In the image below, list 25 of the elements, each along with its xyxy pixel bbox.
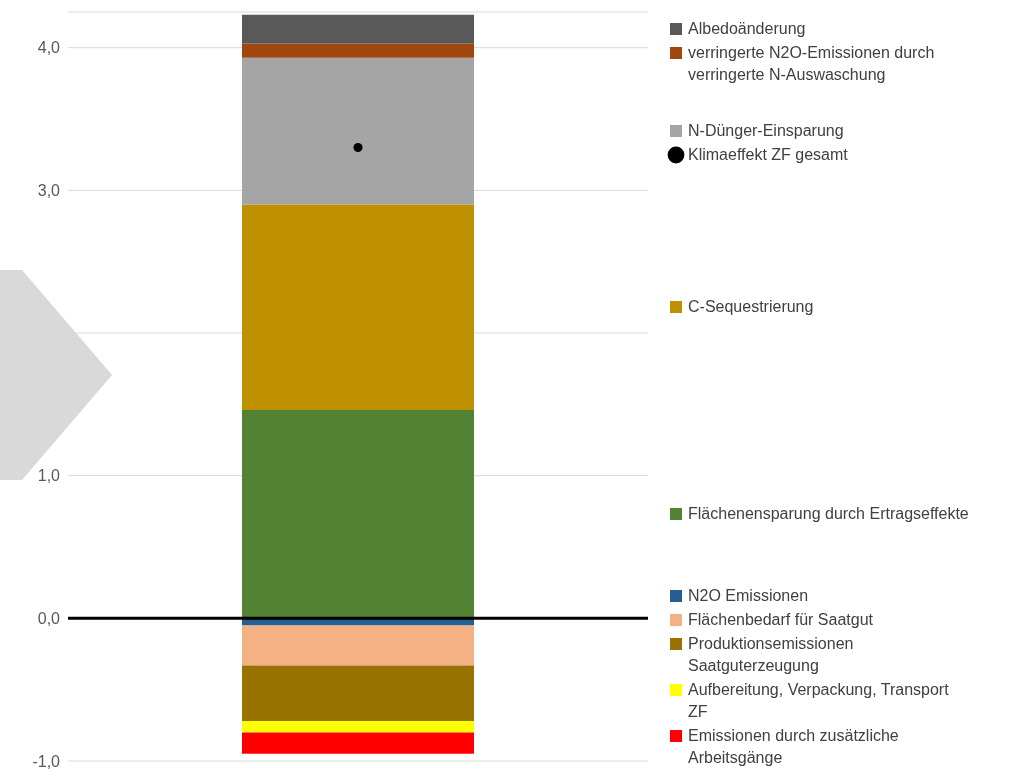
legend-label: verringerte N2O-Emissionen durch verringerte N-Auswaschung [688, 43, 936, 86]
bar [242, 43, 474, 58]
y-tick-label: 3,0 [37, 182, 61, 200]
legend-label: Aufbereitung, Verpackung, Transport ZF [688, 680, 950, 722]
legend-label: N-Dünger-Einsparung [688, 121, 844, 142]
legend-label: Produktionsemissionen Saatguterzeugung [688, 634, 855, 676]
legend-label: C-Sequestrierung [688, 297, 814, 318]
y-tick-label: 4,0 [37, 39, 61, 57]
bar [242, 204, 474, 411]
legend-label: Flächenensparung durch Ertragseffekte [688, 504, 969, 525]
bar [242, 732, 474, 754]
bar [242, 721, 474, 733]
legend-label: Emissionen durch zusätzliche Arbeitsgänge [688, 726, 900, 768]
legend-label: N2O Emissionen [688, 586, 809, 606]
bar [242, 410, 474, 619]
bar [242, 665, 474, 722]
legend-label: Flächenbedarf für Saatgut [688, 610, 874, 630]
y-tick-label: -1,0 [32, 752, 61, 770]
y-tick-label: 1,0 [37, 467, 61, 485]
bar [242, 57, 474, 205]
bar [242, 14, 474, 44]
legend-label: Albedoänderung [688, 19, 806, 40]
legend-label: Klimaeffekt ZF gesamt [688, 145, 848, 166]
bar [242, 625, 474, 666]
y-tick-label: 0,0 [37, 610, 61, 628]
